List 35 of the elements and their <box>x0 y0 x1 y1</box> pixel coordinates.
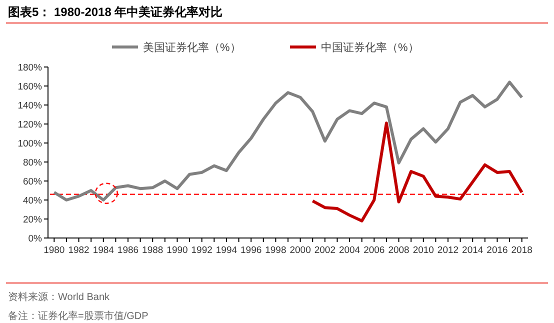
annotation: 资料来源：World Bank <box>8 292 110 303</box>
x-tick-label: 2016 <box>486 245 508 256</box>
y-tick-label: 60% <box>22 176 43 188</box>
y-tick-label: 80% <box>22 158 43 168</box>
legend-label: 中国证券化率（%） <box>321 41 419 54</box>
x-tick-label: 1998 <box>265 245 286 256</box>
x-tick-label: 1980 <box>44 245 65 256</box>
x-tick-label: 1986 <box>117 245 139 256</box>
x-tick-label: 2018 <box>511 245 532 256</box>
y-tick-label: 0% <box>28 234 43 244</box>
y-tick-label: 140% <box>18 100 43 112</box>
title: 图表5： 1980-2018 年中美证券化率对比 <box>8 5 223 19</box>
y-tick-label: 40% <box>22 196 43 206</box>
y-tick-label: 100% <box>18 138 43 150</box>
annotation: 备注：证券化率=股票市值/GDP <box>8 311 148 322</box>
x-tick-label: 1992 <box>191 245 212 256</box>
x-tick-label: 2014 <box>462 245 484 256</box>
x-tick-label: 2012 <box>437 245 459 256</box>
x-tick-label: 2006 <box>364 245 385 256</box>
y-tick-label: 20% <box>22 214 43 226</box>
x-tick-label: 1982 <box>68 245 90 256</box>
y-tick-label: 180% <box>18 62 43 74</box>
x-tick-label: 1994 <box>216 245 238 256</box>
x-tick-label: 2002 <box>314 245 336 256</box>
x-tick-label: 1990 <box>166 245 188 256</box>
legend-label: 美国证券化率（%） <box>143 41 241 54</box>
y-tick-label: 120% <box>18 120 43 130</box>
x-tick-label: 2004 <box>338 245 360 256</box>
x-tick-label: 2008 <box>388 245 410 256</box>
x-tick-label: 1988 <box>142 245 164 256</box>
x-tick-label: 1984 <box>92 245 114 256</box>
x-tick-label: 2000 <box>290 245 311 256</box>
x-tick-label: 1996 <box>240 245 262 256</box>
y-tick-label: 160% <box>18 82 43 92</box>
x-tick-label: 2010 <box>412 245 434 256</box>
